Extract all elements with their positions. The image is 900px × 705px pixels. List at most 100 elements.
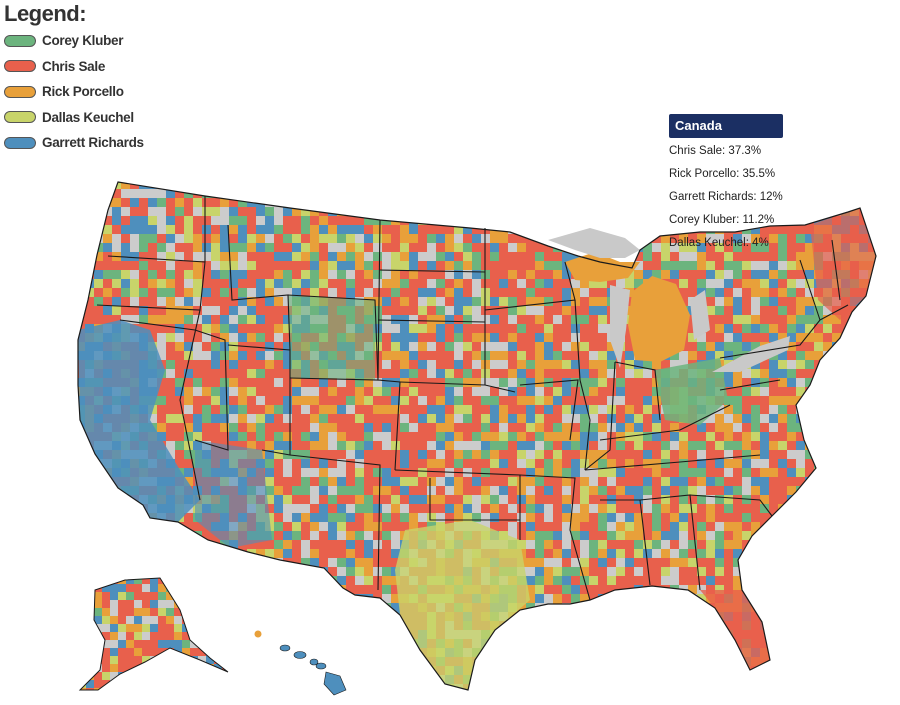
county-cell <box>805 603 815 613</box>
county-cell <box>310 279 320 289</box>
county-cell <box>373 252 383 262</box>
county-cell <box>121 207 131 217</box>
county-cell <box>463 486 473 496</box>
county-cell <box>787 405 797 415</box>
county-cell <box>544 189 554 199</box>
county-cell <box>427 369 437 379</box>
county-cell <box>598 405 608 415</box>
county-cell <box>139 306 149 316</box>
county-cell <box>346 522 356 532</box>
county-cell <box>247 243 257 253</box>
county-cell <box>121 549 131 559</box>
county-cell <box>436 423 446 433</box>
county-cell <box>832 576 842 586</box>
county-cell <box>229 189 239 199</box>
county-cell <box>715 468 725 478</box>
county-cell <box>436 279 446 289</box>
county-cell <box>508 657 518 667</box>
county-cell <box>229 225 239 235</box>
county-cell <box>310 531 320 541</box>
county-cell <box>814 504 824 514</box>
county-cell <box>121 513 131 523</box>
county-cell <box>121 675 131 685</box>
county-cell <box>310 513 320 523</box>
county-cell <box>787 621 797 631</box>
county-cell <box>589 630 599 640</box>
county-cell <box>526 486 536 496</box>
county-cell <box>85 279 95 289</box>
county-cell <box>337 540 347 550</box>
county-cell <box>850 441 860 451</box>
county-cell <box>535 630 545 640</box>
county-cell <box>85 576 95 586</box>
county-cell <box>589 504 599 514</box>
county-cell <box>598 567 608 577</box>
county-cell <box>733 513 743 523</box>
county-cell <box>319 378 329 388</box>
county-cell <box>355 504 365 514</box>
county-cell <box>841 333 851 343</box>
county-cell <box>292 504 302 514</box>
county-cell <box>310 405 320 415</box>
county-cell <box>265 504 275 514</box>
county-cell <box>319 459 329 469</box>
county-cell <box>778 459 788 469</box>
county-cell <box>247 576 257 586</box>
county-cell <box>877 423 887 433</box>
county-cell <box>78 504 86 514</box>
county-cell <box>400 288 410 298</box>
county-cell <box>580 540 590 550</box>
county-cell <box>625 387 635 397</box>
county-cell <box>751 576 761 586</box>
county-cell <box>652 432 662 442</box>
county-cell <box>301 630 311 640</box>
county-cell <box>373 189 383 199</box>
county-cell <box>454 513 464 523</box>
county-cell <box>229 369 239 379</box>
county-cell <box>670 540 680 550</box>
county-cell <box>562 459 572 469</box>
county-cell <box>400 306 410 316</box>
county-cell <box>364 270 374 280</box>
county-cell <box>751 414 761 424</box>
county-cell <box>715 297 725 307</box>
county-cell <box>85 459 95 469</box>
county-cell <box>778 576 788 586</box>
county-cell <box>751 468 761 478</box>
county-cell <box>598 504 608 514</box>
county-cell <box>238 585 248 595</box>
county-cell <box>94 513 104 523</box>
county-cell <box>184 306 194 316</box>
county-cell <box>679 261 689 271</box>
county-cell <box>670 351 680 361</box>
county-cell <box>220 279 230 289</box>
county-cell <box>229 243 239 253</box>
county-cell <box>724 333 734 343</box>
county-cell <box>643 477 653 487</box>
county-cell <box>517 630 527 640</box>
county-cell <box>805 666 815 676</box>
county-cell <box>832 378 842 388</box>
county-cell <box>796 558 806 568</box>
county-cell <box>580 531 590 541</box>
county-cell <box>841 432 851 442</box>
county-cell <box>166 234 176 244</box>
county-cell <box>490 432 500 442</box>
county-cell <box>616 612 626 622</box>
county-cell <box>616 513 626 523</box>
county-cell <box>364 675 374 685</box>
county-cell <box>625 468 635 478</box>
county-cell <box>769 522 779 532</box>
county-cell <box>553 666 563 676</box>
county-cell <box>526 387 536 397</box>
county-cell <box>553 585 563 595</box>
county-cell <box>814 639 824 649</box>
county-cell <box>625 657 635 667</box>
county-cell <box>553 495 563 505</box>
county-cell <box>859 333 869 343</box>
county-cell <box>868 657 876 667</box>
county-cell <box>796 324 806 334</box>
county-cell <box>580 306 590 316</box>
county-cell <box>670 504 680 514</box>
county-cell <box>355 207 365 217</box>
